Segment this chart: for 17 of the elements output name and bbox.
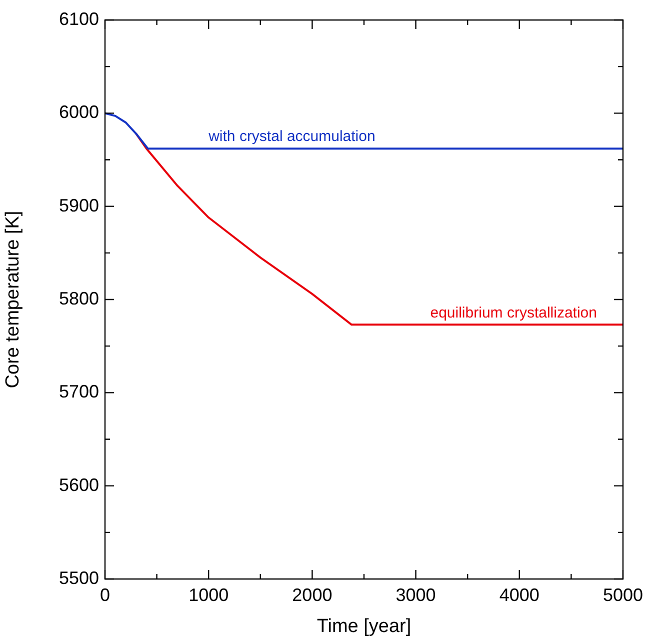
y-tick-label: 5700 <box>58 382 99 402</box>
y-tick-label: 5800 <box>58 288 99 308</box>
y-tick-label: 5500 <box>58 568 99 588</box>
x-axis-title: Time [year] <box>316 616 412 637</box>
y-tick-label: 5900 <box>58 195 99 216</box>
x-tick-label: 4000 <box>499 584 540 605</box>
x-tick-label: 1000 <box>188 584 229 605</box>
x-tick-label: 3000 <box>396 584 436 605</box>
x-tick-label: 2000 <box>292 584 332 605</box>
series-label: with crystal accumulation <box>208 128 376 146</box>
x-tick-label: 0 <box>100 584 110 605</box>
y-axis-title: Core temperature [K] <box>2 210 24 388</box>
x-tick-label: 5000 <box>602 584 643 605</box>
y-tick-label: 6100 <box>58 8 99 29</box>
series-label: equilibrium crystallization <box>430 304 597 322</box>
y-tick-label: 6000 <box>58 102 99 122</box>
y-tick-label: 5600 <box>58 474 99 495</box>
